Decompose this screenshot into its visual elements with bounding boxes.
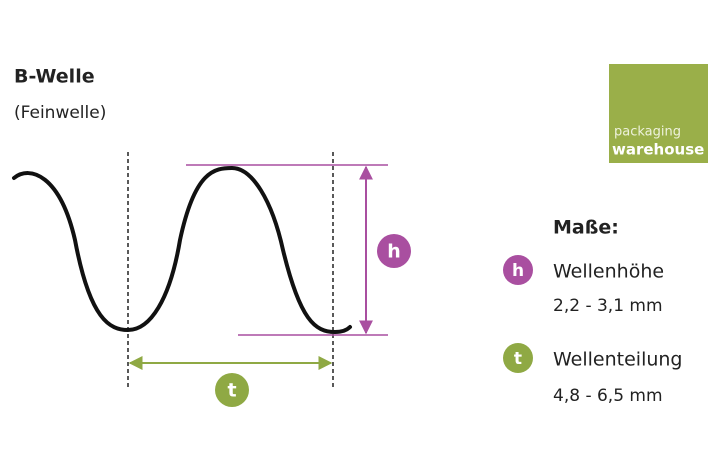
legend-name: Wellenteilung [553, 349, 683, 371]
logo-box [609, 64, 708, 163]
badge [377, 234, 411, 268]
legend-range: 4,8 - 6,5 mm [553, 386, 663, 406]
badge-label: h [512, 261, 524, 281]
wave [12, 165, 352, 335]
legend-title: Maße: [553, 217, 619, 239]
badge [503, 255, 533, 285]
badge-label: t [514, 349, 522, 369]
badge [503, 343, 533, 373]
logo-line1: packaging [614, 125, 681, 140]
logo-line2: warehouse [612, 141, 704, 159]
badge-label: t [227, 380, 236, 402]
badge-label: h [387, 241, 401, 263]
badge [215, 373, 249, 407]
title: B-Welle [14, 66, 95, 88]
subtitle: (Feinwelle) [14, 103, 106, 123]
legend-range: 2,2 - 3,1 mm [553, 296, 663, 316]
legend-name: Wellenhöhe [553, 261, 664, 283]
